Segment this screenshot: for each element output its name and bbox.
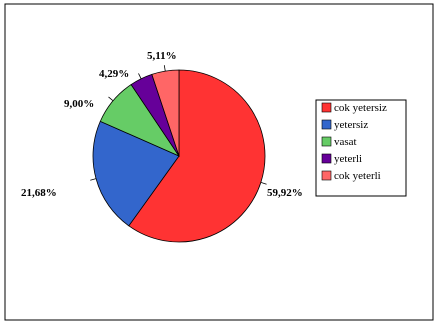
leader-line	[260, 181, 267, 185]
leader-line	[90, 178, 97, 181]
leader-line	[138, 73, 142, 79]
pie-slices	[92, 69, 266, 243]
pie-data-labels: 59,92% 21,68% 9,00% 4,29% 5,11%	[21, 50, 303, 199]
legend-label-vasat: vasat	[334, 136, 357, 148]
data-label-yeterli: 4,29%	[99, 68, 129, 80]
data-label-cok-yetersiz: 59,92%	[267, 187, 303, 199]
data-label-yetersiz: 21,68%	[21, 187, 57, 199]
pie-slice-cok-yetersiz	[128, 69, 266, 243]
leader-line	[108, 96, 114, 102]
legend-swatch-yetersiz	[321, 119, 332, 130]
legend-label-cok-yetersiz: cok yetersiz	[334, 102, 387, 114]
leader-line	[163, 65, 166, 72]
legend-swatch-cok-yetersiz	[321, 102, 332, 113]
legend-swatch-vasat	[321, 136, 332, 147]
data-label-cok-yeterli: 5,11%	[147, 50, 177, 62]
legend-label-cok-yeterli: cok yeterli	[334, 170, 381, 182]
pie-slice-cok-yeterli	[151, 69, 180, 157]
legend-swatch-yeterli	[321, 153, 332, 164]
data-label-vasat: 9,00%	[64, 98, 94, 110]
legend-label-yetersiz: yetersiz	[334, 119, 368, 131]
legend: cok yetersiz yetersiz vasat yeterli cok yete…	[315, 99, 407, 197]
legend-label-yeterli: yeterli	[334, 153, 362, 165]
legend-swatch-cok-yeterli	[321, 170, 332, 181]
